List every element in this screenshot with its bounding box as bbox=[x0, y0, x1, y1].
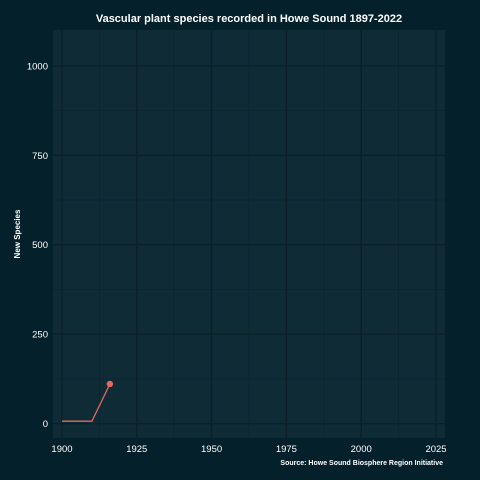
y-tick-label: 750 bbox=[32, 151, 48, 162]
x-tick-label: 1975 bbox=[276, 444, 297, 455]
x-tick-label: 2000 bbox=[351, 444, 372, 455]
chart-title: Vascular plant species recorded in Howe … bbox=[96, 13, 402, 25]
y-tick-labels: 0 250 500 750 1000 bbox=[27, 61, 48, 430]
series-line bbox=[62, 383, 111, 422]
series-layer bbox=[62, 380, 114, 422]
y-tick-label: 500 bbox=[32, 240, 48, 251]
y-tick-label: 250 bbox=[32, 330, 48, 341]
y-axis-label: New Species bbox=[13, 209, 22, 258]
x-tick-label: 1900 bbox=[51, 444, 72, 455]
y-tick-label: 1000 bbox=[27, 61, 48, 72]
major-gridlines bbox=[53, 30, 445, 438]
source-caption: Source: Howe Sound Biosphere Region Init… bbox=[280, 460, 443, 467]
x-tick-label: 1925 bbox=[126, 444, 147, 455]
x-tick-label: 2025 bbox=[425, 444, 446, 455]
y-tick-label: 0 bbox=[43, 419, 48, 430]
x-tick-label: 1950 bbox=[201, 444, 222, 455]
x-tick-labels: 1900 1925 1950 1975 2000 2025 bbox=[51, 444, 446, 455]
series-end-point bbox=[106, 380, 114, 388]
minor-gridlines bbox=[53, 30, 445, 438]
